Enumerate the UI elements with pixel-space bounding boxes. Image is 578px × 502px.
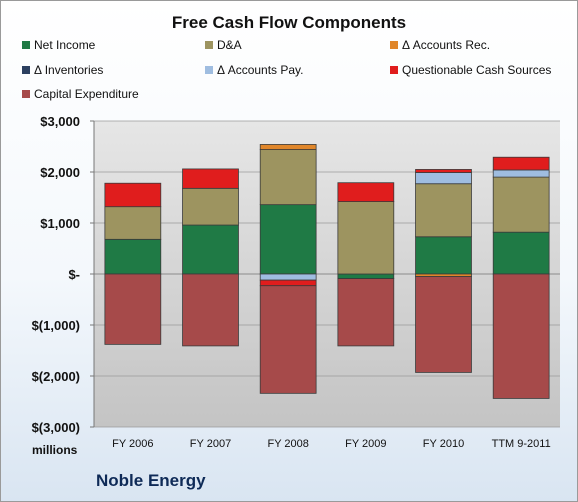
y-tick-label: $- [68,267,80,282]
legend-swatch [205,66,213,74]
bar-segment [492,273,550,399]
bar-segment [259,149,317,206]
bar-segment [259,144,317,150]
y-tick-label: $3,000 [40,114,80,129]
legend-swatch [390,66,398,74]
legend-label: D&A [217,38,242,52]
bar-segment [415,236,472,275]
company-name: Noble Energy [96,471,206,490]
bar-segment [415,276,472,373]
bar-segment [492,231,550,275]
bar-segment [104,273,162,345]
x-tick-label: FY 2010 [423,438,464,450]
bar-segment [337,273,395,279]
bar-segment [492,156,550,171]
chart-title: Free Cash Flow Components [171,13,407,32]
legend-label: Capital Expenditure [34,87,139,101]
legend-label: Δ Accounts Pay. [217,63,304,77]
legend-item-accounts-rec: Δ Accounts Rec. [390,38,490,52]
bar-segment [104,238,162,275]
bar-segment [259,285,317,394]
bar-segment [259,279,317,287]
x-tick-label: FY 2008 [267,438,308,450]
x-tick-label: TTM 9-2011 [492,438,551,450]
bar-segment [104,182,162,208]
legend-label: Questionable Cash Sources [402,63,552,77]
bar-segment [415,172,472,185]
bar-segment [415,169,472,173]
legend-label: Δ Inventories [34,63,104,77]
bar-segment [182,168,239,189]
legend-label: Net Income [34,38,96,52]
legend-item-accounts-pay: Δ Accounts Pay. [205,63,304,77]
x-tick-label: FY 2006 [112,438,153,450]
bar-segment [182,224,239,275]
bar-segment [259,273,317,281]
y-tick-label: $(3,000) [32,420,80,435]
legend-swatch [205,41,213,49]
legend-swatch [390,41,398,49]
x-tick-label: FY 2009 [345,438,386,450]
legend-item-questionable-cash: Questionable Cash Sources [390,63,551,77]
legend-item-da: D&A [205,38,242,52]
bar-segment [259,204,317,275]
y-tick-label: $(1,000) [32,318,80,333]
bar-segment [337,201,395,275]
units-label: millions [32,443,78,457]
y-tick-label: $(2,000) [32,369,80,384]
bar-segment [104,206,162,240]
legend-swatch [22,41,30,49]
bar-segment [492,176,550,233]
bar-segment [337,182,395,202]
legend-item-net-income: Net Income [22,38,95,52]
bar-segment [182,187,239,226]
y-tick-label: $2,000 [40,165,80,180]
legend-swatch [22,90,30,98]
bar-segment [182,273,239,347]
x-tick-label: FY 2007 [190,438,231,450]
legend-item-capex: Capital Expenditure [22,87,139,101]
bar-segment [337,278,395,347]
bar-segment [415,183,472,238]
legend-swatch [22,66,30,74]
bar-segment [492,169,550,178]
y-tick-label: $1,000 [40,216,80,231]
legend-label: Δ Accounts Rec. [402,38,491,52]
legend-item-inventories: Δ Inventories [22,63,103,77]
